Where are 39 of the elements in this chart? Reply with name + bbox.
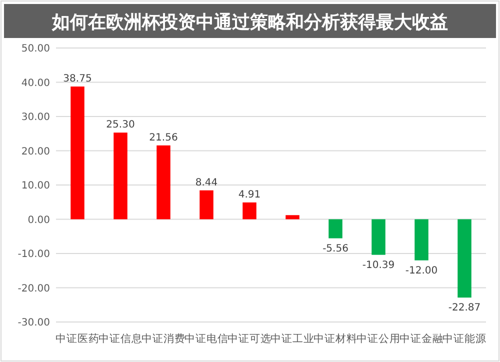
data-label: 25.30 [106, 120, 135, 131]
bar [156, 145, 170, 220]
data-label: -5.56 [322, 243, 348, 254]
y-tick-label: 0.00 [28, 214, 50, 226]
data-label: -12.00 [405, 265, 438, 276]
data-label: 4.91 [238, 189, 261, 200]
x-tick-label: 中证金融 [400, 332, 444, 345]
y-tick-label: 30.00 [21, 112, 50, 123]
y-tick-label: 40.00 [21, 78, 50, 89]
chart-title: 如何在欧洲杯投资中通过策略和分析获得最大收益 [51, 12, 448, 33]
y-tick-label: -30.00 [18, 318, 50, 328]
x-tick-label: 中证公用 [356, 332, 400, 345]
bar [458, 219, 472, 298]
x-tick-label: 中证工业 [270, 332, 314, 345]
y-tick-label: -20.00 [18, 283, 50, 294]
x-tick-label: 中证能源 [442, 332, 486, 345]
x-tick-label: 中证可选 [228, 332, 272, 345]
y-tick-label: 50.00 [21, 44, 50, 54]
bar [70, 86, 84, 220]
bar [328, 219, 342, 238]
data-label: 38.75 [63, 74, 92, 85]
bar [286, 215, 300, 220]
data-label: 8.44 [195, 177, 218, 188]
x-tick-label: 中证材料 [314, 332, 358, 345]
bar [200, 190, 214, 220]
bar [414, 219, 428, 260]
bar [114, 132, 128, 220]
data-label: -10.39 [362, 260, 395, 271]
data-label: 21.56 [149, 132, 178, 144]
y-tick-label: -10.00 [18, 249, 50, 260]
y-tick-label: 10.00 [21, 180, 50, 192]
x-tick-label: 中证消费 [142, 332, 186, 345]
bar [372, 219, 386, 255]
x-tick-label: 中证电信 [184, 332, 228, 345]
x-tick-label: 中证医药 [56, 332, 100, 345]
y-tick-label: 20.00 [21, 146, 50, 158]
bar [242, 202, 256, 220]
x-tick-label: 中证信息 [98, 332, 142, 345]
data-label: -22.87 [448, 302, 481, 314]
